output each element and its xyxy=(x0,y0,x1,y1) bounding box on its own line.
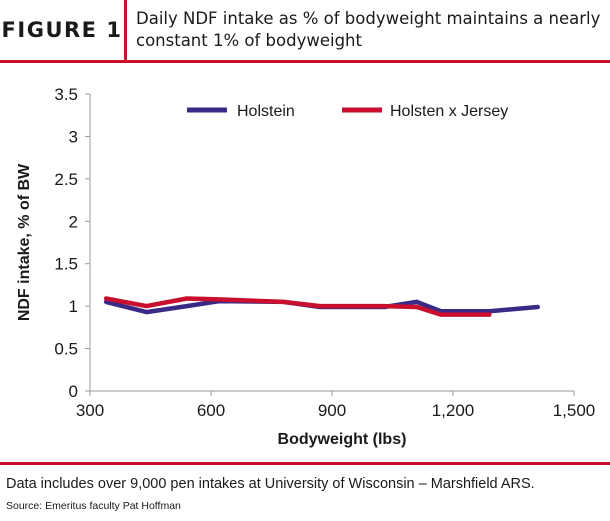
y-tick-label: 1 xyxy=(69,297,78,316)
x-tick-label: 1,200 xyxy=(432,401,475,420)
series-line-holstein-x-jersey xyxy=(103,296,492,317)
y-tick-label: 2.5 xyxy=(54,170,78,189)
legend-label: Holsten x Jersey xyxy=(390,103,508,120)
y-tick-label: 1.5 xyxy=(54,255,78,274)
header-divider xyxy=(124,0,127,60)
header-rule xyxy=(0,60,610,63)
y-tick-label: 3 xyxy=(69,127,78,146)
footer-rule xyxy=(0,462,610,465)
y-tick-label: 0.5 xyxy=(54,340,78,359)
x-tick-label: 300 xyxy=(76,401,104,420)
x-axis-title: Bodyweight (lbs) xyxy=(278,431,407,448)
source-credit: Source: Emeritus faculty Pat Hoffman xyxy=(6,500,181,512)
x-tick-label: 900 xyxy=(318,401,346,420)
ndf-intake-line-chart: 0 0.5 1 1.5 2 2.5 3 3.5 300 600 900 1,200 1,500 Bodyw… xyxy=(16,85,596,448)
data-note: Data includes over 9,000 pen intakes at … xyxy=(6,476,535,492)
figure-label: FIGURE 1 xyxy=(1,18,123,42)
x-tick-label: 600 xyxy=(197,401,225,420)
chart-container: 0 0.5 1 1.5 2 2.5 3 3.5 300 600 900 1,200 1,500 Bodyw… xyxy=(0,66,610,460)
y-tick-label: 0 xyxy=(69,382,78,401)
y-axis-title: NDF intake, % of BW xyxy=(16,163,33,321)
x-tick-label: 1,500 xyxy=(553,401,596,420)
y-tick-label: 2 xyxy=(69,212,78,231)
legend-label: Holstein xyxy=(237,103,295,120)
figure-title: Daily NDF intake as % of bodyweight main… xyxy=(136,9,601,50)
y-tick-label: 3.5 xyxy=(54,85,78,104)
figure-header: FIGURE 1 Daily NDF intake as % of bodywe… xyxy=(0,0,610,66)
